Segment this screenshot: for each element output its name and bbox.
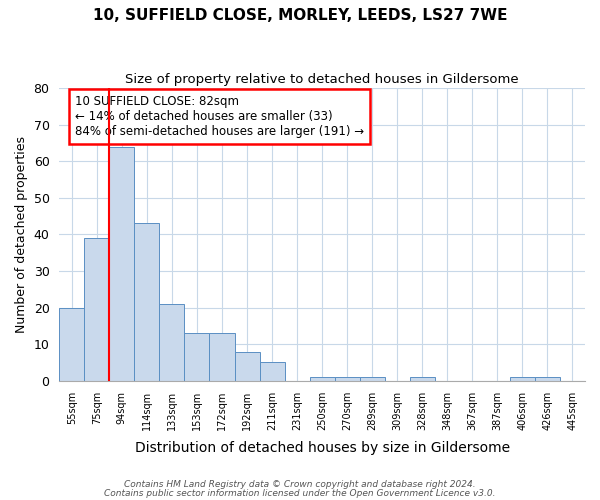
Bar xyxy=(109,146,134,381)
Text: Contains HM Land Registry data © Crown copyright and database right 2024.: Contains HM Land Registry data © Crown c… xyxy=(124,480,476,489)
Bar xyxy=(359,377,385,381)
Bar xyxy=(535,377,560,381)
Bar xyxy=(134,224,160,381)
X-axis label: Distribution of detached houses by size in Gildersome: Distribution of detached houses by size … xyxy=(134,441,510,455)
Text: Contains public sector information licensed under the Open Government Licence v3: Contains public sector information licen… xyxy=(104,488,496,498)
Bar xyxy=(59,308,85,381)
Text: 10, SUFFIELD CLOSE, MORLEY, LEEDS, LS27 7WE: 10, SUFFIELD CLOSE, MORLEY, LEEDS, LS27 … xyxy=(93,8,507,22)
Title: Size of property relative to detached houses in Gildersome: Size of property relative to detached ho… xyxy=(125,72,519,86)
Bar xyxy=(160,304,184,381)
Bar xyxy=(310,377,335,381)
Bar xyxy=(235,352,260,381)
Bar xyxy=(510,377,535,381)
Bar xyxy=(85,238,109,381)
Bar xyxy=(260,362,284,381)
Text: 10 SUFFIELD CLOSE: 82sqm
← 14% of detached houses are smaller (33)
84% of semi-d: 10 SUFFIELD CLOSE: 82sqm ← 14% of detach… xyxy=(75,96,364,138)
Y-axis label: Number of detached properties: Number of detached properties xyxy=(15,136,28,333)
Bar xyxy=(335,377,359,381)
Bar xyxy=(184,333,209,381)
Bar xyxy=(410,377,435,381)
Bar xyxy=(209,333,235,381)
